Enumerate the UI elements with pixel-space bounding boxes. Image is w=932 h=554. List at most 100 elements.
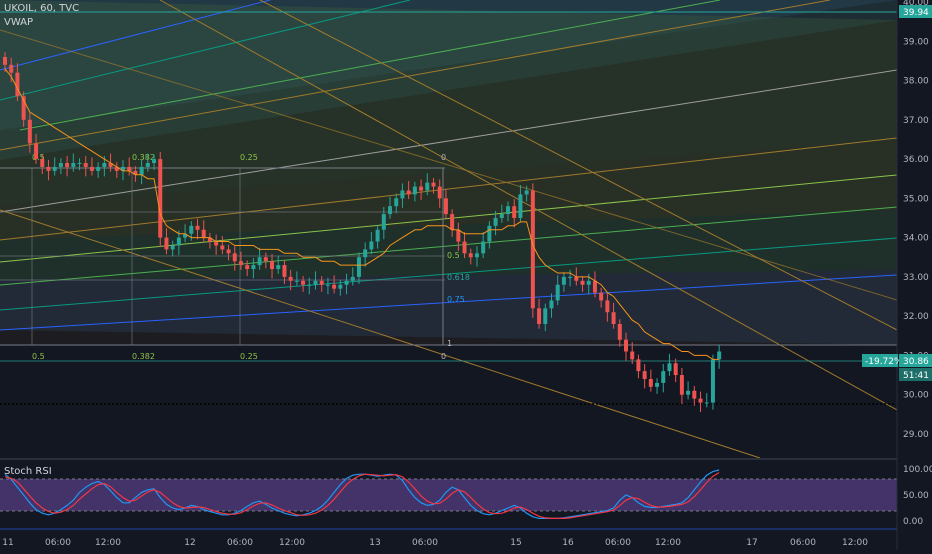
candle-body [717,351,722,360]
fib-level-labels: 0.5 0.382 0.25 0 0.5 0.382 0.25 0 0.5 0.618 0.75 1 [32,153,470,361]
top-price-badge: 39.94 [899,5,932,18]
candle-body [481,241,486,254]
candle-body [512,206,517,218]
vwap-line [4,68,720,360]
candle-body [332,284,337,289]
candle-body [77,163,82,165]
candle-body [555,284,560,301]
time-tick-label: 06:00 [45,538,71,548]
candle-body [145,163,150,167]
candle-body [586,280,591,285]
candle-body [381,214,386,230]
candle-body [158,159,163,238]
candle-body [406,190,411,195]
fib-level-label: 0.618 [447,273,470,282]
fibonacci-fan-drawing[interactable] [0,0,897,458]
svg-text:39.94: 39.94 [903,8,929,18]
candle-body [443,198,448,215]
candle-body [437,186,442,199]
candle-body [226,249,231,254]
time-tick-label: 12:00 [842,538,868,548]
time-tick-label: 12 [184,538,195,548]
candle-body [257,257,262,266]
candle-body [568,276,573,278]
candle-body [21,96,26,120]
candle-body [518,194,523,218]
stoch-rsi-tick-label: 100.00 [903,465,932,475]
svg-text:51:41: 51:41 [903,371,929,381]
candle-body [288,276,293,281]
candle-body [549,300,554,309]
stoch-rsi-pane [0,469,897,519]
candle-body [698,398,703,403]
candle-body [630,351,635,360]
candle-body [655,382,660,387]
fib-level-label: 0.5 [32,352,45,361]
candle-body [164,237,169,250]
candle-body [605,300,610,313]
svg-text:-19.72%: -19.72% [865,357,903,367]
candle-body [394,198,399,207]
fib-level-label: 0.382 [132,153,155,162]
price-tick-label: 39.00 [903,37,929,47]
candle-body [499,214,504,218]
fib-level-label: 0.25 [240,352,258,361]
time-tick-label: 12:00 [279,538,305,548]
candle-body [270,261,275,270]
fib-level-label: 0.75 [447,295,465,304]
candle-body [524,190,529,195]
candle-body [170,245,175,250]
candle-body [624,339,628,352]
candle-body [220,245,225,250]
candle-body [34,143,39,160]
candle-body [183,233,188,238]
time-axis[interactable]: 11 06:00 12:00 12 06:00 12:00 13 06:00 15 16 06:00… [2,538,868,548]
candle-body [71,163,76,167]
candle-body [673,363,678,376]
candle-body [344,280,349,285]
candle-body [9,64,14,73]
candle-body [40,159,45,167]
svg-text:30.86: 30.86 [903,357,929,367]
candle-body [207,237,212,242]
candle-body [232,253,237,262]
stoch-rsi-tick-label: 0.00 [903,517,923,527]
candle-body [52,166,57,171]
price-tick-label: 38.00 [903,77,929,87]
stoch-rsi-axis[interactable]: 100.00 50.00 0.00 [903,465,932,527]
fib-level-label: 0.5 [32,153,45,162]
stoch-rsi-legend[interactable]: Stoch RSI [4,466,52,477]
candle-body [83,163,88,167]
candle-body [592,280,597,293]
candle-body [642,371,647,379]
time-tick-label: 16 [562,538,574,548]
candle-body [152,159,157,164]
candle-body [679,375,684,395]
fib-level-label: 0 [441,352,446,361]
candle-body [543,308,548,325]
candle-body [487,225,492,242]
candle-body [419,186,424,191]
candle-body [686,390,691,395]
pane-separator[interactable] [0,458,932,460]
vwap-legend[interactable]: VWAP [4,17,34,28]
candle-body [530,190,535,309]
candle-body [307,284,312,286]
price-tick-label: 35.00 [903,194,929,204]
candle-body [245,265,250,270]
candle-body [580,280,585,285]
fib-level-label: 1 [447,339,452,348]
candle-body [450,214,455,230]
symbol-legend[interactable]: UKOIL, 60, TVC [4,3,80,14]
time-tick-label: 12:00 [95,538,121,548]
candle-body [294,280,299,282]
candle-body [65,163,70,167]
candle-body [338,284,343,289]
time-tick-label: 12:00 [655,538,681,548]
candle-body [189,225,194,234]
price-tick-label: 34.00 [903,234,929,244]
candle-body [108,163,113,167]
time-tick-label: 15 [510,538,521,548]
